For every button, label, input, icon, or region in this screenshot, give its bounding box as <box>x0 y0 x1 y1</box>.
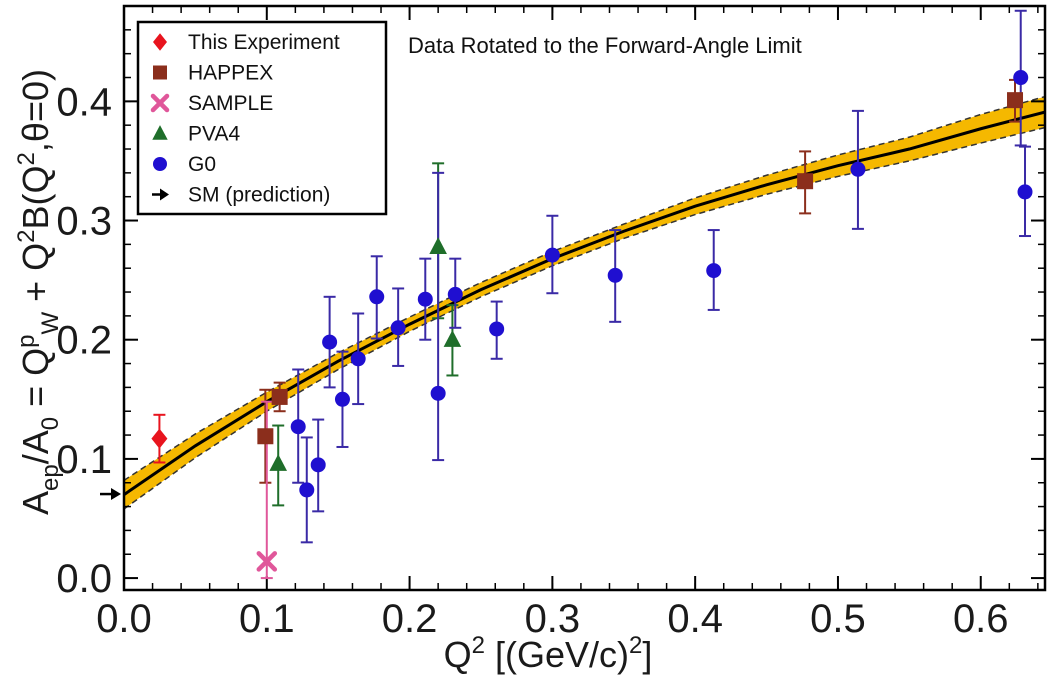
pva4-point <box>269 454 288 471</box>
g0-point <box>850 161 866 177</box>
legend-box <box>136 20 388 216</box>
legend-this-experiment-label: This Experiment <box>188 31 340 54</box>
data-points-layer <box>151 70 1033 572</box>
this-experiment-point <box>151 428 168 449</box>
g0-point <box>706 263 722 279</box>
x-tick-label: 0.2 <box>382 597 438 641</box>
happex-point <box>1007 92 1024 109</box>
x-axis-label: Q2 [(GeV/c)2] <box>444 632 653 675</box>
y-label-part: B(Q <box>15 165 56 229</box>
legend-sample-marker <box>150 93 170 113</box>
y-label-part: W <box>37 312 64 335</box>
y-label-part: = Q <box>15 348 56 417</box>
legend-sample-label: SAMPLE <box>188 92 273 115</box>
g0-point <box>369 289 385 305</box>
tick-labels-layer: 0.0 0.1 0.2 0.3 0.4 0.5 0.6 0.0 0.1 0.2 0.3 0.4 <box>56 80 1008 641</box>
g0-point <box>322 334 338 350</box>
y-label-part: ,θ=0) <box>15 69 56 152</box>
sm-prediction-layer <box>100 488 121 501</box>
g0-point <box>607 267 623 283</box>
legend-pva4-marker <box>152 125 168 140</box>
g0-point <box>390 320 406 336</box>
legend-g0-label: G0 <box>188 153 216 176</box>
x-tick-label: 0.5 <box>810 597 866 641</box>
legend-items: This Experiment HAPPEX SAMPLE PVA4 G0 SM (pre… <box>150 31 340 207</box>
pva4-point <box>429 237 447 254</box>
plot-frame <box>122 4 1047 592</box>
y-tick-label: 0.2 <box>56 319 112 363</box>
g0-point <box>350 351 366 367</box>
band-lower-edge <box>124 126 1045 510</box>
y-tick-label: 0.4 <box>56 80 112 124</box>
happex-point <box>271 388 288 405</box>
y-tick-label: 0.3 <box>56 200 112 244</box>
y-axis-label: Aep/A0 = QpW + Q2B(Q2,θ=0) <box>13 69 64 515</box>
g0-point <box>290 419 306 435</box>
sm-arrow-head <box>111 488 121 501</box>
legend-pva4-label: PVA4 <box>188 123 240 146</box>
x-label-post: [(GeV/c) <box>485 634 629 675</box>
x-tick-label: 0.6 <box>953 597 1009 641</box>
x-label-pre: Q <box>444 634 472 675</box>
happex-point <box>257 428 274 445</box>
y-tick-label: 0.1 <box>56 438 112 482</box>
g0-point <box>310 457 326 473</box>
legend-sample-marker-stroke-b <box>150 93 170 113</box>
y-label-part: p <box>13 335 40 348</box>
legend-sm-arrow-head <box>160 188 169 201</box>
g0-point <box>417 291 433 307</box>
happex-point <box>797 173 814 190</box>
pva4-point <box>443 330 462 347</box>
sample-point <box>256 551 278 572</box>
g0-point <box>334 391 350 407</box>
sample-point-stroke-b <box>256 551 278 572</box>
legend-g0-marker <box>153 157 167 171</box>
g0-point <box>299 482 315 498</box>
y-label-part: + Q <box>15 243 56 312</box>
x-tick-label: 0.4 <box>667 597 723 641</box>
x-tick-label: 0.3 <box>525 597 581 641</box>
g0-point <box>489 321 505 337</box>
g0-point <box>1013 70 1029 86</box>
y-label-part: 2 <box>13 229 40 242</box>
y-tick-label: 0.0 <box>56 557 112 601</box>
g0-point <box>430 385 446 401</box>
g0-point <box>544 247 560 263</box>
x-tick-label: 0.0 <box>96 597 152 641</box>
g0-point <box>447 286 463 302</box>
x-label-sup2: 2 <box>629 632 642 659</box>
y-label-part: 0 <box>37 417 64 430</box>
y-label-part: /A <box>15 430 56 464</box>
legend-happex-label: HAPPEX <box>188 62 273 85</box>
y-label-part: 2 <box>13 152 40 165</box>
legend-sm-prediction--label: SM (prediction) <box>188 184 330 207</box>
g0-point <box>1017 184 1033 200</box>
legend-happex-marker <box>153 65 167 80</box>
chart-title: Data Rotated to the Forward-Angle Limit <box>408 33 802 58</box>
legend: This Experiment HAPPEX SAMPLE PVA4 G0 SM (pre… <box>136 20 388 216</box>
y-label-part: ep <box>37 464 64 491</box>
legend-this-experiment-marker <box>153 33 167 51</box>
x-tick-label: 0.1 <box>239 597 295 641</box>
y-label-part: A <box>15 491 56 515</box>
x-label-sup: 2 <box>472 632 485 659</box>
x-label-end: ] <box>642 634 652 675</box>
